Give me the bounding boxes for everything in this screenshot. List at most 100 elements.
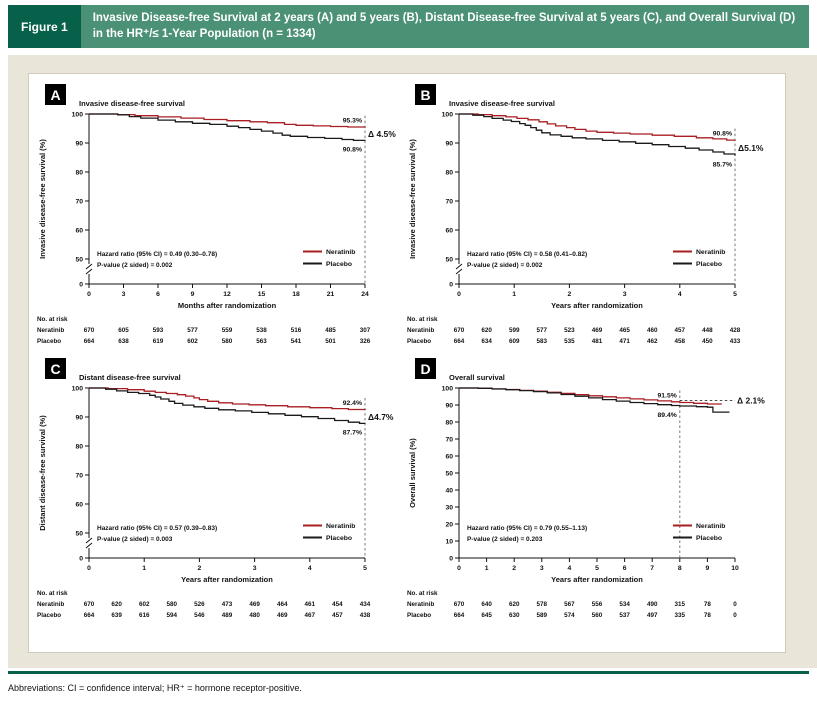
- svg-text:619: 619: [153, 338, 164, 345]
- svg-text:670: 670: [84, 601, 95, 608]
- svg-text:0: 0: [457, 565, 461, 572]
- svg-text:605: 605: [118, 327, 129, 334]
- svg-text:85.7%: 85.7%: [713, 161, 732, 168]
- svg-text:87.7%: 87.7%: [343, 430, 362, 437]
- figure-number-label: Figure 1: [8, 5, 81, 49]
- svg-text:Years after randomization: Years after randomization: [551, 301, 643, 310]
- svg-text:464: 464: [277, 601, 288, 608]
- svg-text:Overall survival (%): Overall survival (%): [408, 438, 417, 508]
- svg-text:560: 560: [592, 612, 603, 619]
- svg-text:91.5%: 91.5%: [658, 392, 677, 399]
- panel-d: D Overall survival Overall survival (%) 0 1…: [405, 358, 775, 624]
- svg-text:634: 634: [481, 338, 492, 345]
- svg-text:90: 90: [445, 140, 453, 147]
- svg-text:Neratinib: Neratinib: [407, 327, 434, 334]
- svg-text:No. at risk: No. at risk: [407, 590, 438, 597]
- svg-text:664: 664: [84, 612, 95, 619]
- svg-text:567: 567: [564, 601, 575, 608]
- svg-text:556: 556: [592, 601, 603, 608]
- svg-text:559: 559: [222, 327, 233, 334]
- svg-text:1: 1: [485, 565, 489, 572]
- svg-text:50: 50: [75, 530, 83, 537]
- svg-text:P-value (2 sided) = 0.002: P-value (2 sided) = 0.002: [97, 262, 173, 269]
- svg-text:630: 630: [509, 612, 520, 619]
- svg-text:538: 538: [256, 327, 267, 334]
- svg-text:Δ 4.5%: Δ 4.5%: [368, 129, 396, 139]
- svg-text:9: 9: [191, 291, 195, 298]
- svg-text:100: 100: [72, 111, 84, 118]
- svg-text:664: 664: [84, 338, 95, 345]
- svg-text:563: 563: [256, 338, 267, 345]
- svg-text:Placebo: Placebo: [407, 338, 431, 345]
- svg-text:664: 664: [454, 338, 465, 345]
- svg-text:Invasive disease-free survival: Invasive disease-free survival (%): [408, 139, 417, 259]
- svg-text:Placebo: Placebo: [407, 612, 431, 619]
- svg-text:2: 2: [198, 565, 202, 572]
- svg-text:78: 78: [704, 601, 712, 608]
- svg-text:616: 616: [139, 612, 150, 619]
- svg-text:90: 90: [445, 402, 453, 409]
- svg-text:Invasive disease-free survival: Invasive disease-free survival: [449, 99, 555, 108]
- svg-text:Years after randomization: Years after randomization: [181, 575, 273, 584]
- svg-text:0: 0: [87, 565, 91, 572]
- svg-text:485: 485: [325, 327, 336, 334]
- svg-text:50: 50: [75, 256, 83, 263]
- svg-text:2: 2: [568, 291, 572, 298]
- svg-text:469: 469: [592, 327, 603, 334]
- svg-text:448: 448: [702, 327, 713, 334]
- svg-text:2: 2: [512, 565, 516, 572]
- svg-text:1: 1: [142, 565, 146, 572]
- svg-text:465: 465: [619, 327, 630, 334]
- svg-text:60: 60: [75, 227, 83, 234]
- svg-text:Distant disease-free survival: Distant disease-free survival (%): [38, 415, 47, 531]
- svg-text:0: 0: [449, 281, 453, 288]
- svg-text:Neratinib: Neratinib: [37, 327, 64, 334]
- svg-text:535: 535: [564, 338, 575, 345]
- km-chart-distant-dfs-5yr: Distant disease-free survival Distant dis…: [37, 373, 394, 619]
- panel-d-label: D: [415, 358, 436, 379]
- svg-text:40: 40: [445, 487, 453, 494]
- svg-text:Distant disease-free survival: Distant disease-free survival: [79, 373, 181, 382]
- svg-text:Placebo: Placebo: [696, 535, 722, 542]
- svg-text:645: 645: [481, 612, 492, 619]
- svg-text:18: 18: [292, 291, 300, 298]
- svg-text:3: 3: [253, 565, 257, 572]
- svg-text:Invasive disease-free survival: Invasive disease-free survival (%): [38, 139, 47, 259]
- svg-text:335: 335: [675, 612, 686, 619]
- svg-text:457: 457: [675, 327, 686, 334]
- svg-text:497: 497: [647, 612, 658, 619]
- svg-text:458: 458: [675, 338, 686, 345]
- panel-b-label: B: [415, 84, 436, 105]
- svg-text:100: 100: [442, 385, 454, 392]
- svg-text:Placebo: Placebo: [37, 612, 61, 619]
- svg-text:10: 10: [445, 538, 453, 545]
- svg-text:50: 50: [445, 470, 453, 477]
- svg-text:0: 0: [79, 281, 83, 288]
- svg-text:670: 670: [454, 601, 465, 608]
- svg-text:8: 8: [678, 565, 682, 572]
- svg-text:Neratinib: Neratinib: [326, 523, 355, 530]
- svg-text:80: 80: [445, 419, 453, 426]
- svg-text:574: 574: [564, 612, 575, 619]
- svg-text:546: 546: [194, 612, 205, 619]
- figure-body: A Invasive disease-free survival Invasive…: [8, 55, 817, 668]
- svg-text:Overall survival: Overall survival: [449, 373, 505, 382]
- svg-text:523: 523: [564, 327, 575, 334]
- svg-text:Δ5.1%: Δ5.1%: [738, 143, 764, 153]
- svg-text:3: 3: [623, 291, 627, 298]
- svg-text:70: 70: [75, 198, 83, 205]
- svg-text:90.8%: 90.8%: [713, 131, 732, 138]
- panel-grid: A Invasive disease-free survival Invasive…: [29, 74, 785, 624]
- svg-text:70: 70: [445, 436, 453, 443]
- svg-text:24: 24: [361, 291, 369, 298]
- svg-text:4: 4: [308, 565, 312, 572]
- svg-text:3: 3: [540, 565, 544, 572]
- svg-text:No. at risk: No. at risk: [37, 590, 68, 597]
- svg-text:602: 602: [187, 338, 198, 345]
- svg-text:P-value (2 sided) = 0.203: P-value (2 sided) = 0.203: [467, 536, 543, 543]
- svg-text:4: 4: [568, 565, 572, 572]
- svg-text:70: 70: [75, 472, 83, 479]
- svg-text:609: 609: [509, 338, 520, 345]
- abbreviations-note: Abbreviations: CI = confidence interval;…: [8, 683, 302, 693]
- svg-text:589: 589: [537, 612, 548, 619]
